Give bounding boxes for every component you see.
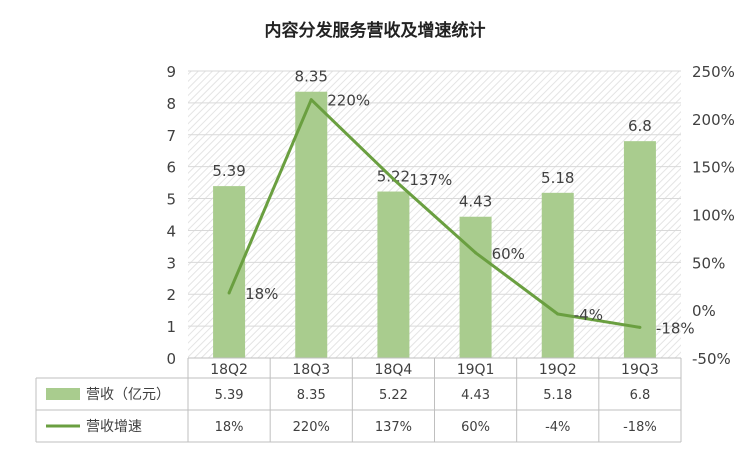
bar-revenue-18Q3 <box>295 91 328 358</box>
bar-data-label: 6.8 <box>628 117 652 135</box>
left-axis-tick-label: 8 <box>166 95 176 113</box>
chart-title: 内容分发服务营收及增速统计 <box>265 20 486 41</box>
right-axis-tick-label: 50% <box>692 254 725 272</box>
category-label: 19Q2 <box>539 362 577 378</box>
table-cell-revenue: 5.18 <box>543 388 572 403</box>
table-cell-growth: 220% <box>293 420 330 435</box>
table-cell-revenue: 8.35 <box>297 388 326 403</box>
legend-label-revenue: 营收（亿元） <box>86 387 170 403</box>
growth-data-label: 60% <box>492 245 525 263</box>
table-cell-revenue: 6.8 <box>630 388 651 403</box>
growth-point <box>474 251 478 255</box>
bar-data-label: 4.43 <box>459 193 492 211</box>
right-axis-tick-label: 200% <box>692 111 735 129</box>
left-axis-tick-label: 4 <box>166 222 176 240</box>
bar-data-label: 5.18 <box>541 169 574 187</box>
bar-revenue-19Q2 <box>541 192 574 358</box>
growth-data-label: 18% <box>245 285 278 303</box>
category-label: 19Q3 <box>621 362 659 378</box>
bar-revenue-19Q3 <box>623 141 656 358</box>
growth-point <box>309 98 313 102</box>
growth-point <box>391 177 395 181</box>
table-cell-growth: 137% <box>375 420 412 435</box>
left-axis-tick-label: 2 <box>166 286 176 304</box>
growth-line <box>227 98 641 329</box>
table-cell-growth: 60% <box>461 420 490 435</box>
category-label: 18Q2 <box>210 362 248 378</box>
bar-data-label: 5.39 <box>212 162 245 180</box>
table-cell-revenue: 4.43 <box>461 388 490 403</box>
table-cell-revenue: 5.22 <box>379 388 408 403</box>
bar-revenue-19Q1 <box>459 216 492 358</box>
legend-swatch-revenue <box>46 388 80 400</box>
left-axis-tick-label: 3 <box>166 254 176 272</box>
growth-point <box>227 291 231 295</box>
left-axis-tick-label: 7 <box>166 127 176 145</box>
growth-data-label: -4% <box>574 306 603 324</box>
left-axis-tick-label: 5 <box>166 191 176 209</box>
left-axis-tick-label: 0 <box>166 350 176 368</box>
left-axis-tick-label: 1 <box>166 318 176 336</box>
bar-revenue-18Q4 <box>377 191 410 358</box>
right-axis-tick-label: -50% <box>692 350 731 368</box>
table-cell-revenue: 5.39 <box>215 388 244 403</box>
category-label: 18Q3 <box>292 362 330 378</box>
bar-data-label: 5.22 <box>377 168 410 186</box>
growth-point <box>638 325 642 329</box>
growth-point <box>556 312 560 316</box>
category-label: 19Q1 <box>457 362 495 378</box>
growth-data-label: -18% <box>656 319 695 337</box>
category-label: 18Q4 <box>375 362 413 378</box>
bar-revenue-18Q2 <box>213 186 246 358</box>
table-cell-growth: -18% <box>623 420 657 435</box>
table-cell-growth: 18% <box>215 420 244 435</box>
bar-data-label: 8.35 <box>295 68 328 86</box>
left-axis-tick-label: 9 <box>166 63 176 81</box>
table-cell-growth: -4% <box>545 420 570 435</box>
growth-data-label: 220% <box>327 92 370 110</box>
right-axis-tick-label: 150% <box>692 159 735 177</box>
growth-data-label: 137% <box>409 171 452 189</box>
right-axis-tick-label: 100% <box>692 207 735 225</box>
right-axis-tick-label: 250% <box>692 63 735 81</box>
left-axis-tick-label: 6 <box>166 159 176 177</box>
right-axis-tick-label: 0% <box>692 302 716 320</box>
legend-label-growth: 营收增速 <box>86 419 142 435</box>
